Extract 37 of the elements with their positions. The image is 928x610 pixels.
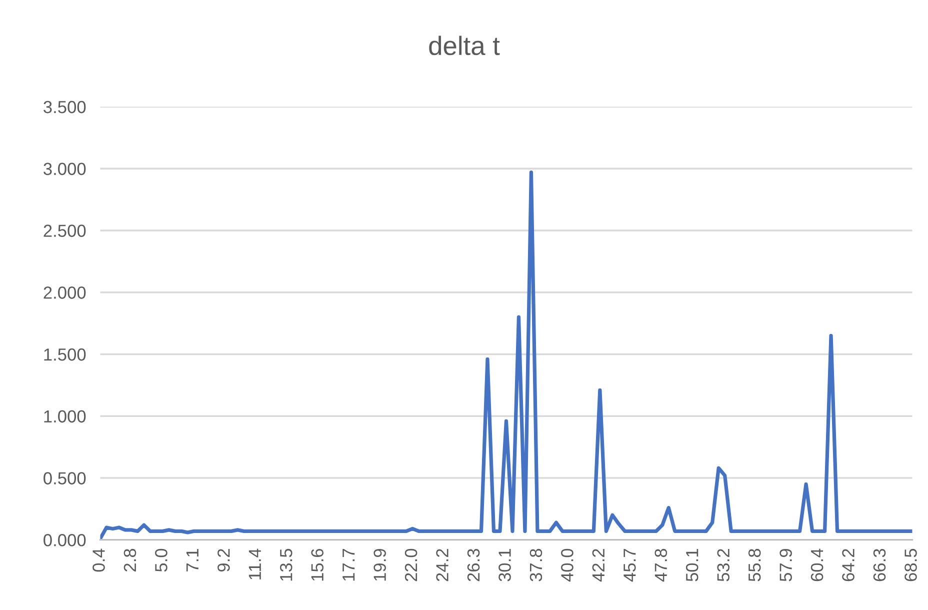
x-tick-label: 57.9	[780, 549, 792, 582]
x-tick-label: 13.5	[280, 548, 292, 581]
x-tick-label: 66.3	[873, 548, 886, 582]
x-tick-label: 45.7	[624, 549, 636, 582]
x-tick-label: 11.4	[248, 548, 261, 580]
y-tick-label: 2.500	[44, 224, 86, 237]
x-tick-label: 64.2	[842, 549, 854, 582]
x-tick-label: 24.2	[436, 549, 448, 582]
y-tick-label: 0.500	[44, 472, 86, 484]
x-tick-label: 5.0	[155, 548, 168, 572]
x-tick-label: 37.8	[530, 548, 542, 582]
x-tick-label: 19.9	[374, 549, 386, 581]
x-tick-label: 53.2	[717, 549, 730, 582]
x-tick-label: 0.4	[92, 548, 105, 572]
y-tick-label: 3.500	[44, 100, 86, 114]
x-tick-label: 30.1	[498, 549, 511, 582]
x-tick-label: 7.1	[186, 549, 198, 572]
x-tick-label: 26.3	[467, 548, 480, 582]
x-tick-label: 9.2	[218, 549, 230, 572]
y-tick-label: 1.500	[44, 348, 86, 361]
x-tick-label: 22.0	[404, 548, 418, 582]
y-tick-label: 1.000	[44, 410, 86, 423]
x-tick-label: 50.1	[686, 549, 698, 582]
y-tick-label: 2.000	[44, 286, 86, 299]
line-series	[100, 170, 912, 540]
x-tick-label: 42.2	[592, 549, 604, 582]
x-tick-label: 47.8	[654, 548, 668, 582]
x-tick-label: 40.0	[561, 548, 574, 582]
y-tick-label: 0.000	[44, 534, 86, 546]
x-tick-label: 68.5	[904, 548, 917, 582]
x-tick-label: 15.6	[311, 548, 324, 581]
x-tick-label: 17.7	[342, 549, 355, 581]
x-tick-label: 2.8	[124, 548, 136, 572]
x-tick-label: 55.8	[748, 548, 761, 582]
y-tick-label: 3.000	[44, 162, 86, 176]
chart-title: delta t	[429, 36, 500, 56]
x-tick-label: 60.4	[810, 548, 824, 582]
